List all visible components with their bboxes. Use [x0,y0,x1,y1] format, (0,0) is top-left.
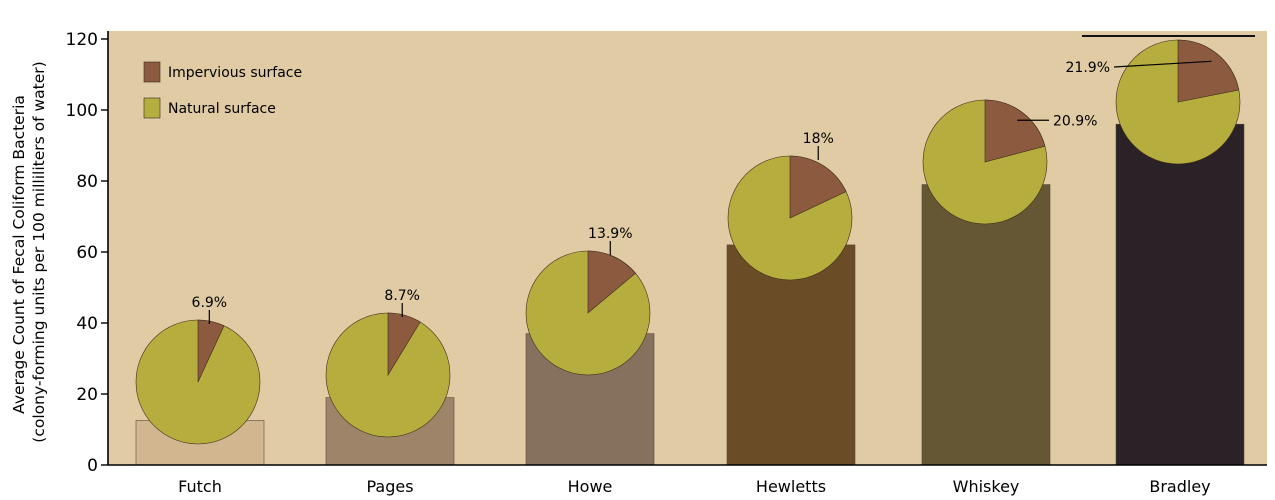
legend-swatch [143,61,161,83]
legend-label: Impervious surface [168,65,302,81]
y-tick-label: 0 [87,456,98,476]
x-tick-label: Bradley [1149,477,1210,496]
pie-impervious-slice [984,99,1046,163]
pie-impervious-slice [387,312,421,377]
pie-whiskey: 20.9% [922,99,1097,225]
pie-futch: 6.9% [135,295,261,445]
y-tick-label: 40 [76,314,98,334]
y-axis-label-line1: Average Count of Fecal Coliform Bacteria [10,95,28,414]
pie-leader-line [1113,60,1212,68]
pie-percent-label: 8.7% [384,288,420,304]
pie-percent-label: 20.9% [1053,113,1097,129]
x-tick-label: Hewletts [756,477,826,496]
y-tick-label: 120 [66,30,98,50]
bars-group [135,123,1245,466]
pie-percent-label: 6.9% [192,295,228,311]
legend-label: Natural surface [168,101,276,117]
bar-bradley [1115,123,1245,466]
x-tick-label: Howe [568,477,613,496]
y-axis-label-line2: (colony-forming units per 100 milliliter… [30,61,48,442]
y-tick-label: 100 [66,101,98,121]
legend: Impervious surface Natural surface [143,61,302,119]
bar-whiskey [921,184,1051,466]
y-axis-label: Average Count of Fecal Coliform Bacteria… [10,61,48,442]
pie-percent-label: 21.9% [1066,60,1110,76]
plot-background [108,31,1267,465]
pie-hewletts: 18% [727,131,853,281]
pie-impervious-slice [789,155,847,219]
pie-bradley: 21.9% [1066,39,1241,165]
bar-hewletts [726,244,856,466]
y-tick-label: 60 [76,243,98,263]
pie-impervious-slice [197,319,225,383]
pie-pages: 8.7% [325,288,451,438]
x-tick-label: Whiskey [953,477,1020,496]
x-tick-label: Futch [178,477,222,496]
pie-percent-label: 13.9% [588,226,632,242]
pie-percent-label: 18% [803,131,834,147]
y-tick-label: 80 [76,172,98,192]
legend-swatch [143,97,161,119]
pie-impervious-slice [587,250,636,314]
pie-howe: 13.9% [525,226,651,376]
axes-group: 0 20 40 60 80 100 120 Futch Pages Howe Hewletts Whi… [66,30,1267,496]
y-tick-label: 20 [76,385,98,405]
pie-impervious-slice [1177,39,1240,103]
x-tick-label: Pages [366,477,413,496]
pies-group: 6.9% 8.7% 13.9% 18% 20.9% 21.9% [135,39,1241,445]
